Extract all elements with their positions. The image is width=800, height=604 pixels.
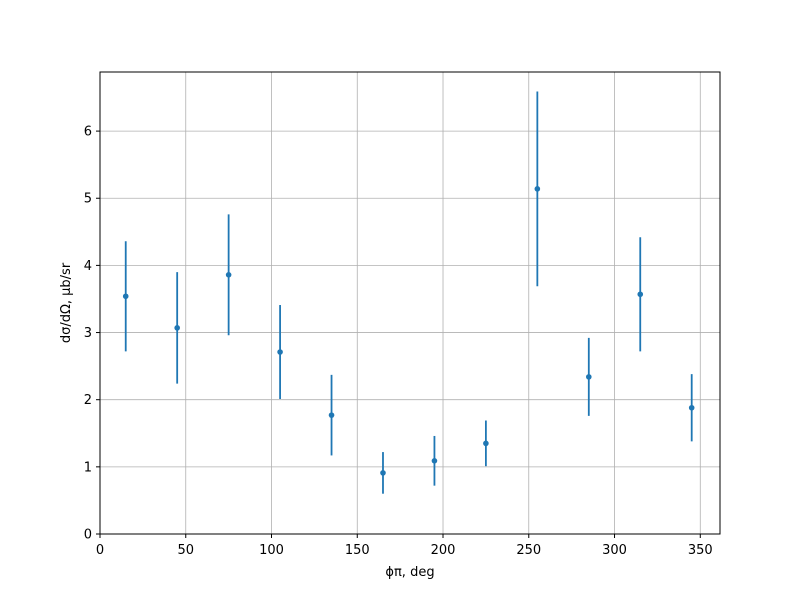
x-tick-label: 350 bbox=[688, 543, 713, 558]
data-point bbox=[534, 186, 541, 192]
x-tick-label: 0 bbox=[96, 543, 104, 558]
x-tick-label: 100 bbox=[259, 543, 284, 558]
y-tick-label: 1 bbox=[84, 460, 92, 475]
x-tick-label: 200 bbox=[431, 543, 456, 558]
y-axis-label: dσ/dΩ, μb/sr bbox=[59, 262, 74, 343]
y-tick-label: 3 bbox=[84, 326, 92, 341]
data-point bbox=[225, 271, 232, 278]
ticks: 0 50 100 150 200 250 300 350 0 1 2 3 4 5 6 bbox=[84, 125, 713, 558]
data-point bbox=[483, 440, 489, 447]
y-tick-label: 0 bbox=[84, 528, 92, 543]
plot-frame bbox=[99, 71, 721, 535]
x-axis-label: ϕπ, deg bbox=[385, 565, 434, 580]
y-tick-label: 6 bbox=[84, 125, 92, 140]
y-tick-label: 2 bbox=[84, 393, 92, 408]
x-tick-label: 250 bbox=[516, 543, 541, 558]
y-tick-label: 4 bbox=[84, 259, 92, 274]
data-point bbox=[122, 293, 129, 300]
data-point bbox=[380, 470, 386, 476]
x-tick-label: 50 bbox=[177, 543, 194, 558]
y-tick-label: 5 bbox=[84, 192, 92, 207]
x-tick-label: 150 bbox=[345, 543, 370, 558]
x-tick-label: 300 bbox=[602, 543, 627, 558]
marks bbox=[122, 91, 695, 494]
data-point bbox=[328, 412, 335, 418]
data-point bbox=[174, 325, 180, 331]
data-point bbox=[688, 404, 695, 411]
data-point bbox=[277, 349, 283, 355]
data-point bbox=[637, 291, 644, 298]
data-point bbox=[585, 374, 592, 380]
data-point bbox=[431, 458, 438, 464]
grid bbox=[99, 72, 720, 535]
